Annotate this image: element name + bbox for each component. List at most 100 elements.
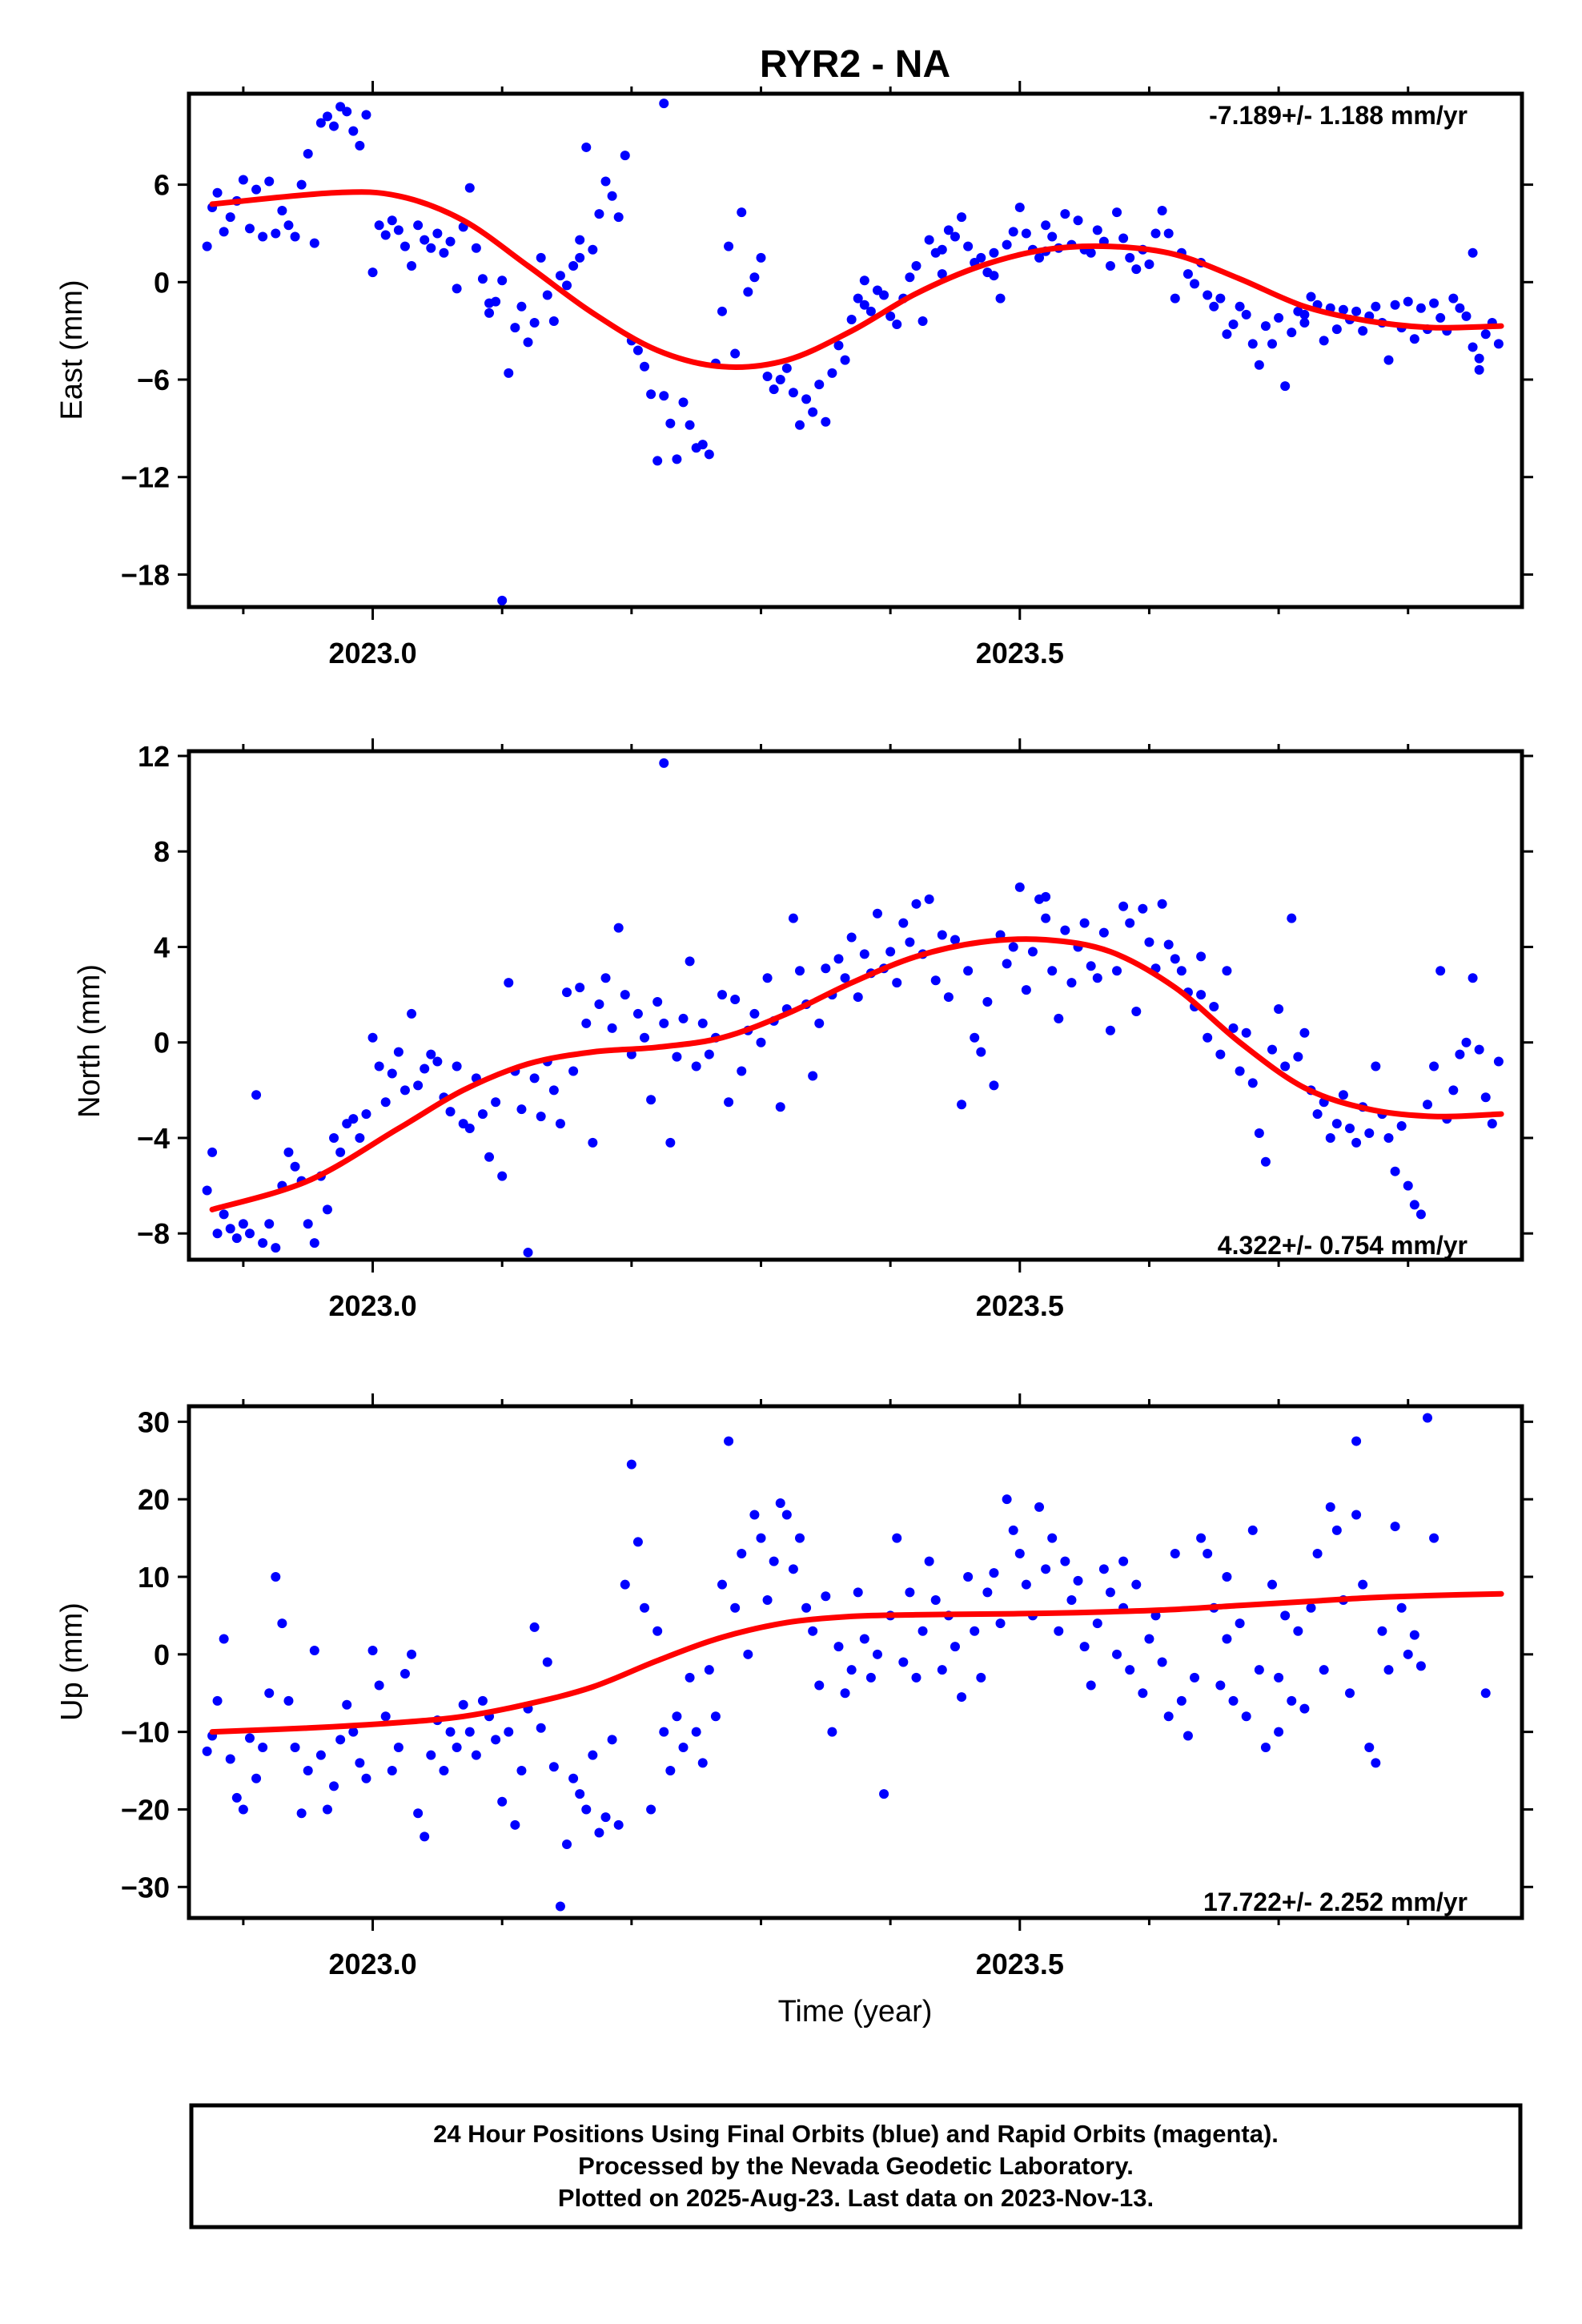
north-data-point [484, 1152, 495, 1162]
east-data-point [342, 107, 352, 117]
up-data-point [1267, 1579, 1278, 1590]
east-data-point [678, 397, 689, 408]
up-data-point [575, 1789, 585, 1799]
up-data-point [794, 1533, 805, 1543]
north-data-point [1008, 942, 1018, 952]
east-data-point [1222, 329, 1232, 340]
east-data-point [976, 252, 986, 263]
up-data-point [568, 1773, 579, 1783]
north-data-point [930, 975, 941, 986]
up-data-point [710, 1711, 721, 1722]
up-data-point [1331, 1525, 1342, 1535]
east-y-axis-label: East (mm) [55, 279, 89, 420]
up-data-point [1254, 1665, 1264, 1675]
north-data-point [1118, 901, 1129, 911]
east-data-point [1182, 269, 1193, 279]
north-data-point [575, 983, 585, 993]
east-data-point [1203, 290, 1213, 300]
up-data-point [452, 1743, 462, 1752]
up-data-point [937, 1665, 947, 1675]
east-data-point [387, 215, 397, 226]
east-data-point [374, 220, 384, 231]
north-data-point [1228, 1023, 1239, 1033]
north-data-point [1415, 1209, 1426, 1220]
north-data-point [562, 987, 572, 998]
east-data-point [244, 223, 255, 234]
north-data-point [1125, 918, 1135, 928]
east-data-point [212, 187, 223, 198]
north-data-point [1493, 1056, 1504, 1067]
east-data-point [1131, 264, 1142, 275]
up-data-point [1060, 1556, 1070, 1566]
up-data-point [1396, 1602, 1407, 1613]
east-data-point [801, 394, 812, 404]
up-data-point [548, 1762, 559, 1772]
east-data-point [1287, 328, 1297, 338]
up-data-point [1066, 1595, 1077, 1606]
north-data-point [1066, 978, 1077, 988]
east-data-point [413, 220, 424, 231]
east-y-tick-label: −18 [121, 558, 170, 591]
east-data-point [309, 238, 319, 248]
east-data-point [529, 318, 540, 328]
up-data-point [1182, 1731, 1193, 1741]
east-data-point [355, 140, 365, 151]
north-data-point [516, 1104, 527, 1115]
up-data-point [1054, 1626, 1064, 1636]
east-data-point [1468, 247, 1478, 258]
east-data-point [361, 110, 371, 120]
east-data-point [937, 269, 947, 279]
figure-title: RYR2 - NA [760, 43, 950, 86]
east-data-point [620, 151, 630, 161]
north-plot-area [202, 758, 1504, 1258]
east-data-point [1092, 225, 1102, 235]
up-data-point [380, 1711, 391, 1722]
east-data-point [1371, 301, 1381, 312]
east-data-point [1047, 231, 1058, 242]
north-data-point [1267, 1044, 1278, 1055]
up-data-point [309, 1645, 319, 1655]
up-data-point [620, 1579, 630, 1590]
east-data-point [1299, 309, 1310, 320]
x-axis-label: Time (year) [778, 1995, 933, 2028]
up-data-point [632, 1537, 643, 1547]
east-data-point [963, 241, 974, 251]
north-data-point [477, 1109, 488, 1120]
north-data-point [387, 1068, 397, 1079]
up-data-point [1215, 1680, 1226, 1691]
east-data-point [1331, 324, 1342, 335]
north-data-point [1060, 925, 1070, 935]
up-data-point [775, 1498, 785, 1509]
east-data-point [1306, 292, 1316, 302]
east-data-point [1041, 220, 1051, 231]
north-data-point [1345, 1124, 1355, 1134]
north-data-point [1461, 1037, 1472, 1047]
up-data-point [562, 1839, 572, 1850]
north-data-point [749, 1008, 760, 1019]
east-data-point [781, 363, 792, 373]
north-data-point [568, 1066, 579, 1076]
up-data-point [1287, 1695, 1297, 1706]
north-data-point [202, 1185, 212, 1196]
north-data-point [678, 1013, 689, 1023]
north-data-point [264, 1219, 275, 1229]
north-data-point [303, 1219, 313, 1229]
east-data-point [788, 388, 798, 398]
east-data-point [484, 308, 495, 318]
up-data-point [588, 1750, 598, 1760]
east-data-point [471, 243, 481, 253]
up-data-point [1118, 1556, 1129, 1566]
north-data-point [833, 954, 844, 964]
north-data-point [872, 908, 882, 919]
north-frame [187, 749, 1524, 1262]
east-data-point [1086, 247, 1096, 258]
north-data-point [898, 918, 909, 928]
east-data-point [1163, 228, 1174, 239]
up-data-point [1014, 1548, 1025, 1558]
east-data-point [724, 241, 734, 251]
north-data-point [1254, 1128, 1264, 1138]
east-data-point [348, 126, 359, 136]
up-data-point [1345, 1688, 1355, 1699]
north-data-point [1280, 1061, 1291, 1072]
